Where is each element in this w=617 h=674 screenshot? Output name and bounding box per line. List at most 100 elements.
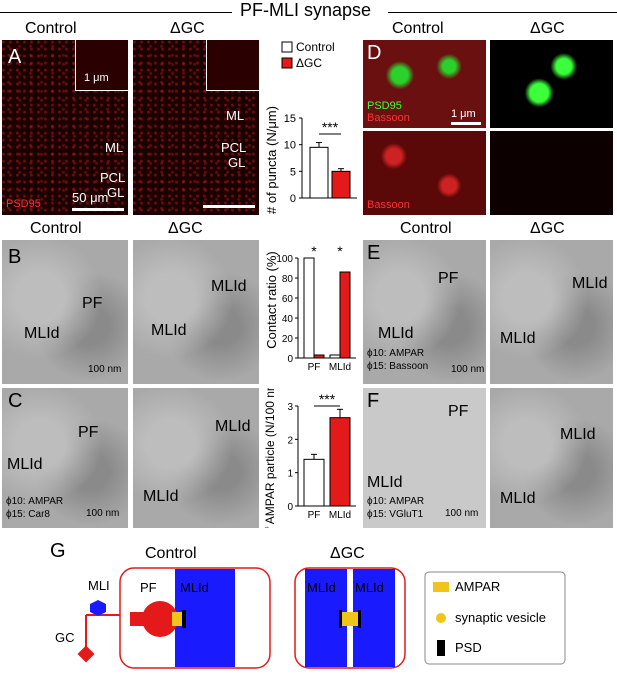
panel-c-control-em: C PF MLId ϕ10: AMPAR ϕ15: Car8 100 nm [2, 388, 128, 528]
panel-e-scale-label: 100 nm [451, 364, 485, 375]
header-e-control: Control [400, 220, 452, 237]
panel-f-mlid-label: MLId [367, 474, 403, 491]
chart3-ytick-label-1: 1 [287, 469, 293, 480]
g-dgc-mlid-label-right: MLId [355, 580, 384, 595]
chart3-xtick-label-1: MLId [329, 510, 351, 521]
chart2-sig-0: * [311, 243, 317, 259]
panel-e-legend2: ϕ15: Bassoon [367, 361, 429, 372]
panel-d-scale-bar [451, 122, 481, 125]
chart3-ytick-label-3: 3 [287, 402, 293, 413]
dgc-zoom-box [294, 567, 406, 669]
chart1-bar-0 [309, 146, 329, 199]
panel-a-dgc-inset [206, 40, 259, 91]
chart2-bar-0-1 [313, 354, 325, 359]
dgc-psd-left [339, 610, 342, 628]
chart-ampar: # of AMPAR particle (N/100 nm PSD) 0 1 2 3 P… [263, 388, 356, 528]
figure-title-line-left [0, 12, 232, 13]
chart-contact-ratio: Contact ratio (%) 0 20 40 60 80 100 PF * MLId * [264, 243, 356, 373]
chart1-legend-label-0: Control [296, 40, 335, 54]
chart1-bar-1 [331, 170, 351, 199]
g-pf-label: PF [140, 580, 157, 595]
dgc-ampar [339, 612, 361, 626]
chart3-sig: *** [319, 391, 336, 407]
figure-title-line-right [388, 12, 617, 13]
panel-a-control-image: A 1 μm ML PCL GL PSD95 50 μm [2, 40, 128, 215]
schematic-g [77, 567, 566, 669]
panel-c-legend2: ϕ15: Car8 [6, 509, 50, 520]
header-a-dgc: ΔGC [170, 20, 205, 37]
chart1-ytick-label-2: 10 [284, 140, 296, 152]
header-e-dgc: ΔGC [530, 220, 565, 237]
panel-a-inset-scale-label: 1 μm [84, 72, 109, 84]
header-a-control: Control [25, 20, 77, 37]
panel-d-dgc-merged [490, 40, 613, 128]
chart2-ytick-label-3: 60 [282, 294, 294, 305]
chart2-xtick-label-0: PF [308, 362, 321, 373]
gc-soma [77, 645, 95, 663]
panel-d-stain3: Bassoon [367, 199, 410, 211]
chart2-bar-0-0 [303, 257, 315, 359]
header-b-dgc: ΔGC [168, 220, 203, 237]
chart3-ytick-label-2: 2 [287, 435, 293, 446]
chart2-ytick-label-0: 0 [287, 354, 293, 365]
panel-b-scale-label: 100 nm [88, 364, 122, 375]
control-zoom-box [119, 567, 271, 669]
g-mli-label: MLI [88, 578, 110, 593]
dgc-psd-right [358, 610, 361, 628]
panel-f-letter: F [367, 390, 380, 412]
g-mlid-label: MLId [180, 580, 209, 595]
panel-f-dgc-mlid-top: MLId [560, 426, 596, 443]
panel-c-letter: C [8, 390, 23, 412]
chart2-ytick-label-5: 100 [276, 254, 293, 265]
panel-e-legend1: ϕ10: AMPAR [367, 348, 425, 359]
panel-f-dgc-mlid-bottom: MLId [500, 490, 536, 507]
panel-f-scale-label: 100 nm [445, 508, 479, 519]
panel-a-scale-label: 50 μm [72, 190, 109, 205]
header-d-control: Control [392, 20, 444, 37]
panel-b-pf-label: PF [82, 295, 103, 312]
control-ampar [172, 612, 182, 626]
panel-a-dgc-ml-label: ML [226, 108, 245, 123]
chart3-ytick-label-0: 0 [287, 502, 293, 513]
panel-a-dgc-image: ML PCL GL [133, 40, 259, 215]
mli-soma [90, 600, 106, 616]
panel-e-mlid-label: MLId [378, 325, 414, 342]
header-d-dgc: ΔGC [530, 20, 565, 37]
panel-c-dgc-mlid-bottom: MLId [143, 488, 179, 505]
chart1-legend-swatch-0 [281, 41, 293, 53]
legend-vesicle-icon [436, 613, 446, 623]
chart1-ytick-label-3: 15 [284, 113, 296, 125]
g-legend-vesicle: synaptic vesicle [455, 610, 547, 625]
panel-c-dgc-em: MLId MLId [133, 388, 259, 528]
chart3-xtick-label-0: PF [308, 510, 321, 521]
panel-b-mlid-label: MLId [24, 325, 60, 342]
panel-b-dgc-mlid-bottom: MLId [151, 322, 187, 339]
g-dgc-mlid-label-left: MLId [307, 580, 336, 595]
panel-f-legend2: ϕ15: VGluT1 [367, 509, 424, 520]
panel-d-control-merged: D PSD95 Bassoon 1 μm [363, 40, 486, 128]
panel-e-letter: E [367, 242, 381, 264]
panel-a-letter: A [8, 46, 22, 68]
panel-e-pf-label: PF [438, 270, 459, 287]
panel-c-mlid-label: MLId [7, 456, 43, 473]
panel-a-gl-label: GL [107, 185, 125, 200]
chart1-legend-swatch-1 [281, 57, 293, 69]
g-legend-psd: PSD [455, 640, 482, 655]
panel-a-pcl-label: PCL [100, 170, 126, 185]
chart2-ytick-label-4: 80 [282, 274, 294, 285]
panel-d-letter: D [367, 42, 382, 64]
panel-c-dgc-mlid-top: MLId [215, 418, 251, 435]
chart1-ytick-label-0: 0 [290, 193, 296, 205]
panel-d-control-bassoon: Bassoon [363, 131, 486, 215]
panel-c-scale-label: 100 nm [86, 508, 120, 519]
panel-a-stain-label: PSD95 [6, 198, 41, 210]
panel-a-dgc-pcl-label: PCL [221, 140, 247, 155]
panel-a-control-inset [75, 40, 128, 91]
chart2-bar-1-1 [339, 271, 351, 359]
panel-a-scale-bar [72, 208, 124, 211]
g-gc-label: GC [55, 630, 75, 645]
panel-b-dgc-em: MLId MLId [133, 240, 259, 384]
panel-e-dgc-mlid-bottom: MLId [500, 330, 536, 347]
panel-b-control-em: B PF MLId 100 nm [2, 240, 128, 384]
legend-psd-icon [437, 640, 445, 656]
